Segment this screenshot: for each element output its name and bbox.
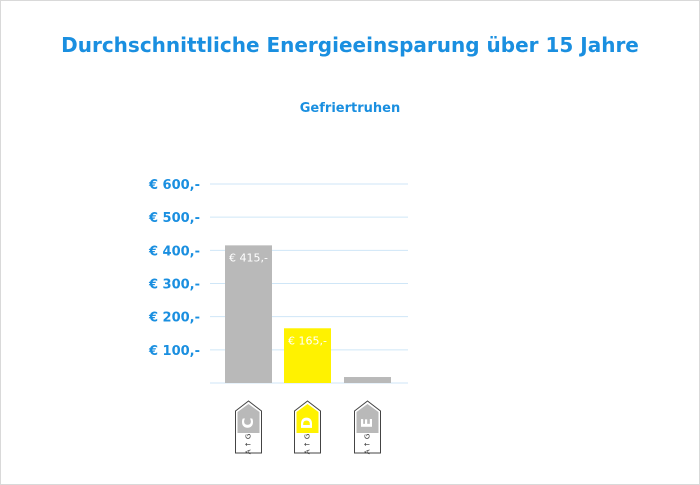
chart-title: Durchschnittliche Energieeinsparung über… <box>61 33 639 57</box>
y-tick-label: € 100,- <box>148 344 200 359</box>
bar <box>344 377 391 383</box>
bar <box>225 245 272 383</box>
chart-subtitle: Gefriertruhen <box>299 101 401 116</box>
badge-fill <box>356 404 379 433</box>
y-tick-label: € 400,- <box>148 244 200 259</box>
y-tick-label: € 300,- <box>148 278 200 293</box>
bar-data-label: € 415,- <box>229 251 268 264</box>
badge-scale-label: A ↑ G <box>245 434 253 455</box>
energy-class-badge: D A ↑ G <box>294 400 321 455</box>
badge-fill <box>237 404 260 433</box>
energy-class-badge: C A ↑ G <box>235 400 262 455</box>
y-tick-label: € 500,- <box>148 211 200 226</box>
badge-scale-label: A ↑ G <box>304 434 312 455</box>
badge-fill <box>296 404 319 433</box>
x-tick-label: E <box>358 418 376 428</box>
badge-scale-label: A ↑ G <box>364 434 372 455</box>
bar <box>284 328 331 383</box>
energy-class-badge: E A ↑ G <box>354 400 381 455</box>
x-tick-label: D <box>298 417 316 429</box>
bar-data-label: € 165,- <box>288 334 327 347</box>
x-tick-label: C <box>239 417 257 428</box>
y-tick-label: € 200,- <box>148 311 200 326</box>
y-tick-label: € 600,- <box>148 178 200 193</box>
